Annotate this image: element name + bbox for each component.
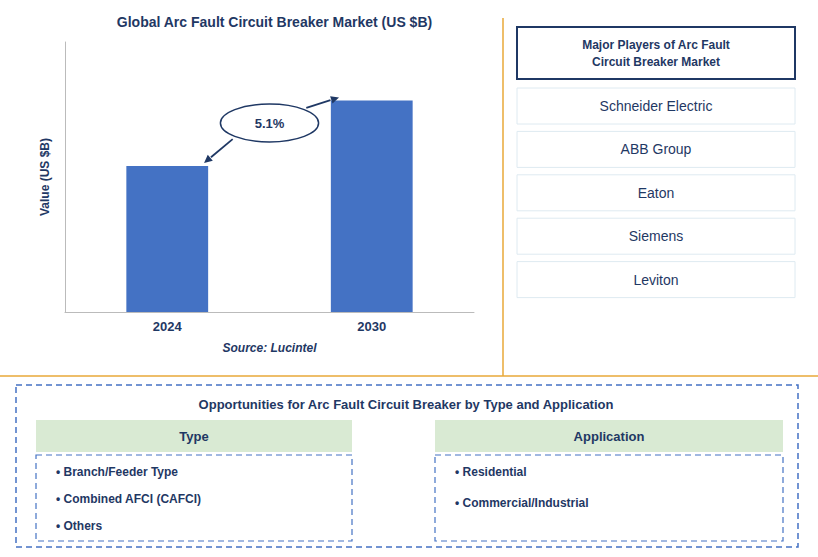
svg-text:5.1%: 5.1% — [255, 116, 285, 131]
svg-text:Schneider Electric: Schneider Electric — [600, 98, 713, 114]
svg-text:Global Arc Fault Circuit Break: Global Arc Fault Circuit Breaker Market … — [117, 14, 432, 30]
svg-text:• Branch/Feeder Type: • Branch/Feeder Type — [56, 465, 178, 479]
svg-text:Application: Application — [574, 429, 645, 444]
svg-text:2030: 2030 — [357, 319, 386, 334]
svg-text:• Residential: • Residential — [455, 465, 527, 479]
svg-text:• Others: • Others — [56, 519, 103, 533]
svg-text:Circuit Breaker Market: Circuit Breaker Market — [592, 55, 720, 69]
svg-text:Eaton: Eaton — [638, 185, 675, 201]
svg-text:Leviton: Leviton — [633, 272, 678, 288]
svg-text:Value (US $B): Value (US $B) — [38, 138, 52, 216]
svg-text:ABB Group: ABB Group — [621, 141, 692, 157]
svg-text:• Commercial/Industrial: • Commercial/Industrial — [455, 496, 589, 510]
svg-text:Major Players of Arc Fault: Major Players of Arc Fault — [582, 38, 730, 52]
svg-text:Type: Type — [179, 429, 208, 444]
svg-text:Opportunities for Arc Fault Ci: Opportunities for Arc Fault Circuit Brea… — [199, 397, 614, 412]
svg-text:Siemens: Siemens — [629, 228, 683, 244]
svg-text:• Combined AFCI (CAFCI): • Combined AFCI (CAFCI) — [56, 492, 201, 506]
svg-text:2024: 2024 — [153, 319, 183, 334]
svg-text:Source: Lucintel: Source: Lucintel — [222, 341, 317, 355]
